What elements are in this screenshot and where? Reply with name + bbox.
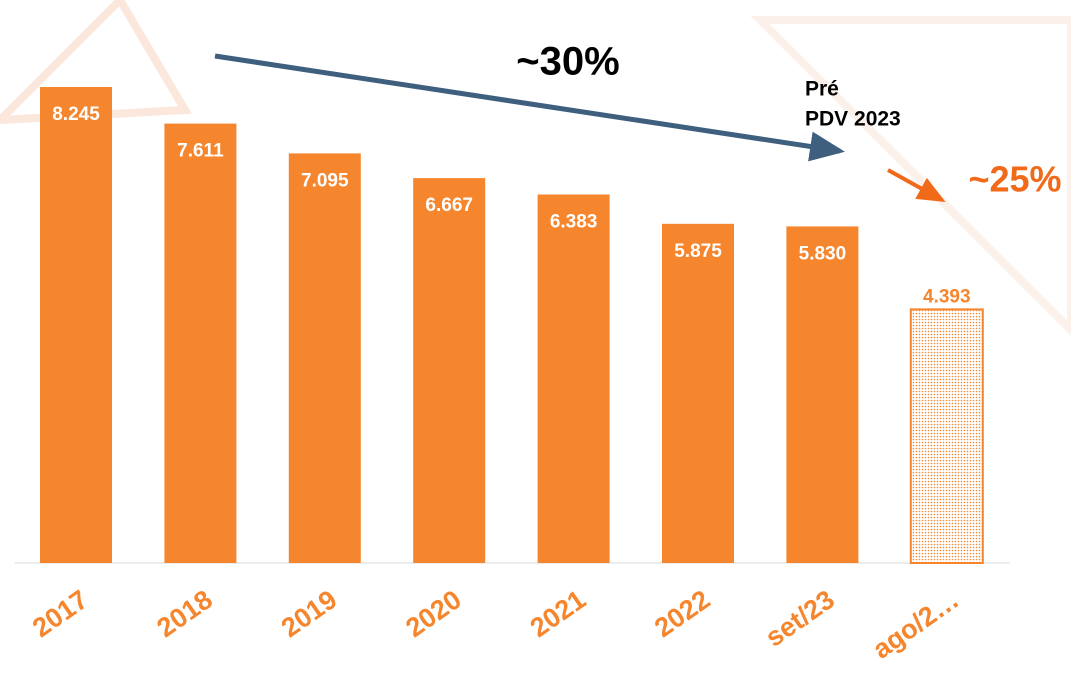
background-shape <box>750 16 1071 336</box>
data-label: 7.095 <box>301 170 349 191</box>
data-label: 5.875 <box>674 241 722 262</box>
bar <box>40 87 112 563</box>
data-label: 6.383 <box>550 212 598 233</box>
bar <box>288 153 361 563</box>
x-tick-label: 2022 <box>649 584 715 643</box>
data-label: 7.611 <box>177 141 224 162</box>
x-tick-label: ago/2… <box>867 584 964 665</box>
bar <box>662 223 734 563</box>
bar <box>164 123 237 564</box>
bar <box>413 178 486 564</box>
bar <box>537 194 610 564</box>
data-label: 4.393 <box>923 286 971 307</box>
bar <box>786 226 859 564</box>
data-label: 8.245 <box>52 104 100 125</box>
x-tick-label: 2020 <box>400 584 466 643</box>
annotation: PDV 2023 <box>805 108 901 131</box>
data-label: 6.667 <box>425 195 473 216</box>
x-tick-label: 2021 <box>525 584 591 643</box>
x-tick-label: 2019 <box>276 584 342 643</box>
x-tick-label: 2018 <box>152 584 218 643</box>
trend-arrow <box>214 53 845 162</box>
x-tick-label: 2017 <box>27 584 93 643</box>
annotation: Pré <box>805 78 839 101</box>
data-label: 5.830 <box>799 243 847 264</box>
trend-arrow <box>887 168 946 202</box>
bar <box>909 308 984 565</box>
x-tick-label: set/23 <box>760 584 840 652</box>
annotation: ~30% <box>516 40 619 84</box>
annotation: ~25% <box>968 159 1061 200</box>
